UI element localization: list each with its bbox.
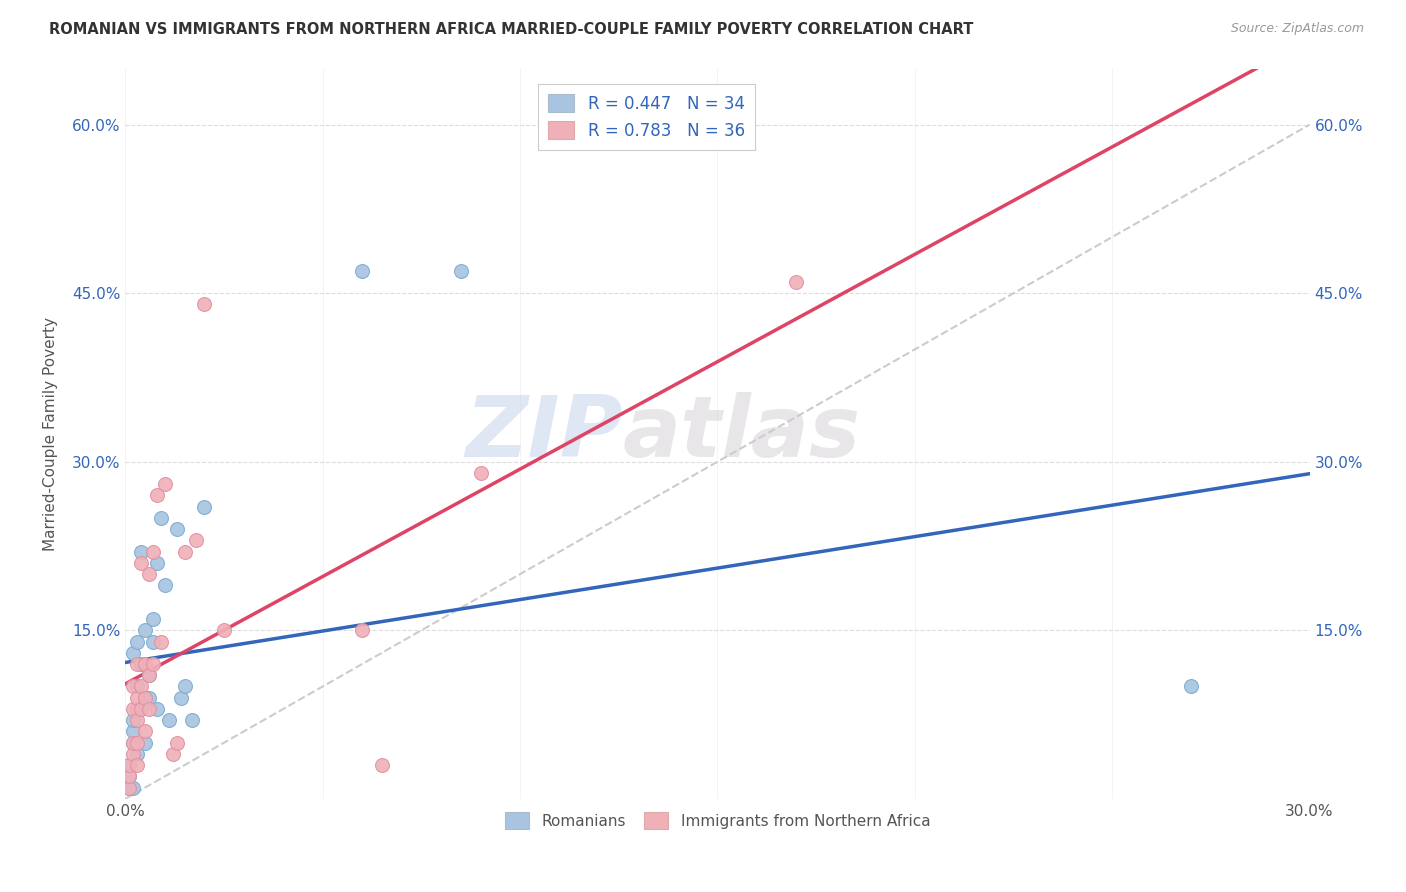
Point [134,690,156,705]
Point [146,488,169,502]
Point [118,769,141,783]
Point [352,624,374,638]
Point [166,522,188,536]
Point [127,736,149,750]
Text: ROMANIAN VS IMMIGRANTS FROM NORTHERN AFRICA MARRIED-COUPLE FAMILY POVERTY CORREL: ROMANIAN VS IMMIGRANTS FROM NORTHERN AFR… [49,22,973,37]
Point [127,680,149,694]
Point [122,724,145,739]
Point [146,702,169,716]
Point [153,477,176,491]
Point [134,736,156,750]
Point [122,747,145,761]
Point [118,769,141,783]
Point [212,624,235,638]
Point [181,713,204,727]
Point [118,758,141,772]
Point [127,657,149,671]
Point [1180,680,1202,694]
Point [129,556,152,570]
Text: Source: ZipAtlas.com: Source: ZipAtlas.com [1230,22,1364,36]
Legend: Romanians, Immigrants from Northern Africa: Romanians, Immigrants from Northern Afri… [499,806,936,835]
Point [122,736,145,750]
Point [118,758,141,772]
Point [169,690,191,705]
Text: atlas: atlas [623,392,860,475]
Point [122,646,145,660]
Point [129,657,152,671]
Point [138,668,160,682]
Point [166,736,188,750]
Point [193,500,215,514]
Point [129,702,152,716]
Point [134,724,156,739]
Point [122,713,145,727]
Point [127,713,149,727]
Point [162,747,184,761]
Point [134,624,156,638]
Point [193,297,215,311]
Point [138,690,160,705]
Point [142,612,165,626]
Point [785,275,807,289]
Point [127,702,149,716]
Point [470,466,492,480]
Point [157,713,180,727]
Point [142,544,165,558]
Point [149,511,172,525]
Point [138,702,160,716]
Y-axis label: Married-Couple Family Poverty: Married-Couple Family Poverty [44,317,58,550]
Point [122,736,145,750]
Text: ZIP: ZIP [465,392,623,475]
Point [138,668,160,682]
Point [129,680,152,694]
Point [127,690,149,705]
Point [173,680,195,694]
Point [118,780,141,795]
Point [122,780,145,795]
Point [186,533,208,548]
Point [450,264,472,278]
Point [134,690,156,705]
Point [118,780,141,795]
Point [371,758,394,772]
Point [173,544,195,558]
Point [129,544,152,558]
Point [122,680,145,694]
Point [127,747,149,761]
Point [146,556,169,570]
Point [352,264,374,278]
Point [138,567,160,582]
Point [127,634,149,648]
Point [153,578,176,592]
Point [122,702,145,716]
Point [149,634,172,648]
Point [142,634,165,648]
Point [142,657,165,671]
Point [127,758,149,772]
Point [134,657,156,671]
